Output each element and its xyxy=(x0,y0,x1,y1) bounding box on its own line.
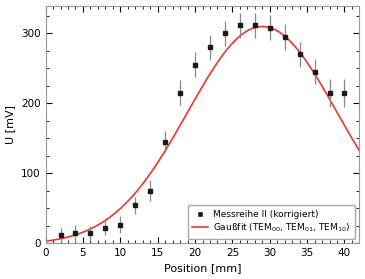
Y-axis label: U [mV]: U [mV] xyxy=(5,105,16,144)
X-axis label: Position [mm]: Position [mm] xyxy=(164,263,241,273)
Legend: Messreihe II (korrigiert), Gaußfit (TEM$_{00}$, TEM$_{01}$, TEM$_{10}$): Messreihe II (korrigiert), Gaußfit (TEM$… xyxy=(188,205,355,239)
